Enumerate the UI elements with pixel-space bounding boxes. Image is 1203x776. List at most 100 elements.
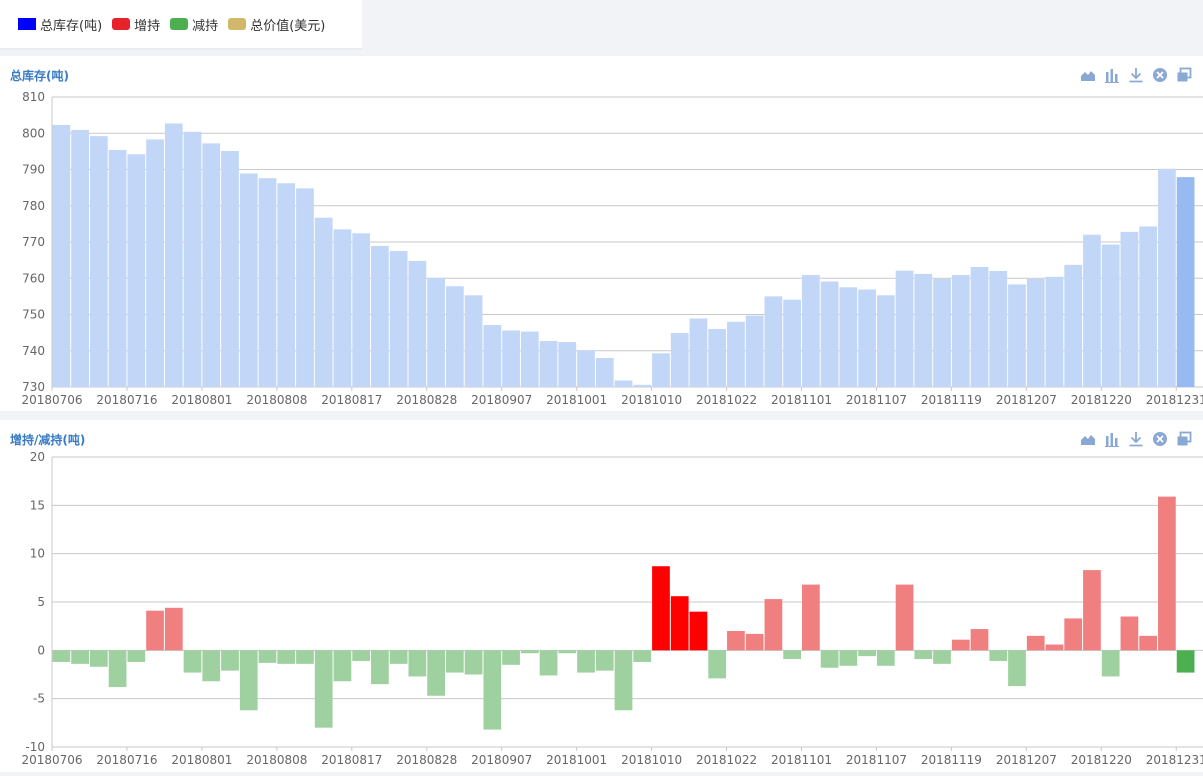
- bar[interactable]: [839, 650, 858, 666]
- bar[interactable]: [314, 650, 333, 728]
- bar[interactable]: [783, 299, 802, 387]
- bar[interactable]: [970, 629, 989, 651]
- bar[interactable]: [89, 650, 108, 667]
- bar[interactable]: [1176, 650, 1195, 673]
- bar[interactable]: [483, 325, 502, 387]
- bar[interactable]: [708, 329, 727, 387]
- bar[interactable]: [314, 217, 333, 387]
- restore-window-icon[interactable]: [1175, 66, 1193, 84]
- bar[interactable]: [164, 607, 183, 651]
- bar[interactable]: [296, 188, 314, 387]
- legend-item-total-value[interactable]: 总价值(美元): [228, 15, 325, 34]
- bar[interactable]: [333, 229, 352, 387]
- bar[interactable]: [1083, 570, 1101, 651]
- bar[interactable]: [520, 331, 539, 387]
- bar[interactable]: [558, 650, 577, 654]
- bar[interactable]: [464, 650, 483, 675]
- bar[interactable]: [1008, 284, 1026, 387]
- bar[interactable]: [221, 650, 239, 671]
- bar[interactable]: [183, 131, 202, 387]
- bar[interactable]: [146, 139, 164, 387]
- bar[interactable]: [1026, 635, 1045, 651]
- bar[interactable]: [71, 650, 89, 664]
- bar[interactable]: [539, 340, 558, 387]
- bar[interactable]: [689, 318, 708, 387]
- legend-item-increase[interactable]: 增持: [112, 15, 160, 34]
- bar[interactable]: [708, 650, 727, 679]
- bar[interactable]: [858, 289, 876, 387]
- bar[interactable]: [670, 332, 689, 387]
- bar[interactable]: [352, 233, 371, 387]
- bar[interactable]: [483, 650, 502, 730]
- bar[interactable]: [895, 270, 914, 387]
- bar[interactable]: [1008, 650, 1026, 687]
- bar[interactable]: [221, 151, 239, 387]
- bar[interactable]: [389, 251, 408, 387]
- legend-item-inventory[interactable]: 总库存(吨): [18, 15, 102, 34]
- close-circle-icon[interactable]: [1151, 430, 1169, 448]
- legend-item-decrease[interactable]: 减持: [170, 15, 218, 34]
- bar[interactable]: [989, 271, 1008, 387]
- bar[interactable]: [1026, 278, 1045, 387]
- bar[interactable]: [933, 650, 951, 664]
- bar[interactable]: [858, 650, 876, 657]
- bar[interactable]: [277, 183, 296, 387]
- bar[interactable]: [464, 295, 483, 387]
- download-icon[interactable]: [1127, 430, 1145, 448]
- bar[interactable]: [1101, 650, 1120, 677]
- bar[interactable]: [127, 154, 146, 387]
- bar[interactable]: [52, 650, 71, 662]
- bar[interactable]: [164, 123, 183, 388]
- bar[interactable]: [371, 650, 389, 685]
- bar[interactable]: [1045, 276, 1064, 387]
- bar[interactable]: [146, 610, 164, 651]
- bar[interactable]: [239, 650, 258, 711]
- bar[interactable]: [258, 650, 277, 663]
- bar[interactable]: [445, 650, 464, 673]
- bar[interactable]: [670, 596, 689, 651]
- bar[interactable]: [1139, 635, 1158, 651]
- bar[interactable]: [558, 342, 577, 387]
- bar[interactable]: [839, 287, 858, 387]
- bar[interactable]: [296, 650, 314, 664]
- bar[interactable]: [1120, 616, 1139, 651]
- bar[interactable]: [577, 350, 595, 387]
- bar[interactable]: [52, 124, 71, 387]
- bar[interactable]: [108, 149, 127, 387]
- bar[interactable]: [408, 650, 427, 677]
- bar[interactable]: [1101, 244, 1120, 387]
- bar[interactable]: [89, 136, 108, 387]
- bar[interactable]: [633, 650, 652, 662]
- bar[interactable]: [633, 384, 652, 387]
- bar[interactable]: [1158, 496, 1176, 651]
- bar[interactable]: [1083, 234, 1101, 387]
- bar[interactable]: [764, 599, 783, 651]
- bar[interactable]: [614, 650, 633, 711]
- bar[interactable]: [108, 650, 127, 688]
- bar[interactable]: [727, 321, 745, 387]
- bar[interactable]: [539, 650, 558, 676]
- close-circle-icon[interactable]: [1151, 66, 1169, 84]
- bar-chart-icon[interactable]: [1103, 430, 1121, 448]
- bar[interactable]: [202, 650, 221, 682]
- bar[interactable]: [820, 650, 839, 668]
- bar[interactable]: [502, 650, 520, 665]
- bar[interactable]: [745, 633, 764, 651]
- bar[interactable]: [895, 584, 914, 651]
- bar[interactable]: [183, 650, 202, 673]
- bar[interactable]: [802, 584, 820, 651]
- bar[interactable]: [1176, 177, 1195, 387]
- bar[interactable]: [1064, 264, 1083, 387]
- bar[interactable]: [1045, 644, 1064, 651]
- bar[interactable]: [914, 650, 933, 660]
- bar[interactable]: [202, 143, 221, 387]
- bar[interactable]: [951, 639, 970, 651]
- bar[interactable]: [764, 296, 783, 387]
- bar[interactable]: [727, 631, 745, 651]
- area-chart-icon[interactable]: [1079, 66, 1097, 84]
- bar[interactable]: [389, 650, 408, 664]
- bar[interactable]: [520, 650, 539, 654]
- bar[interactable]: [502, 330, 520, 387]
- bar[interactable]: [820, 281, 839, 387]
- bar[interactable]: [745, 315, 764, 387]
